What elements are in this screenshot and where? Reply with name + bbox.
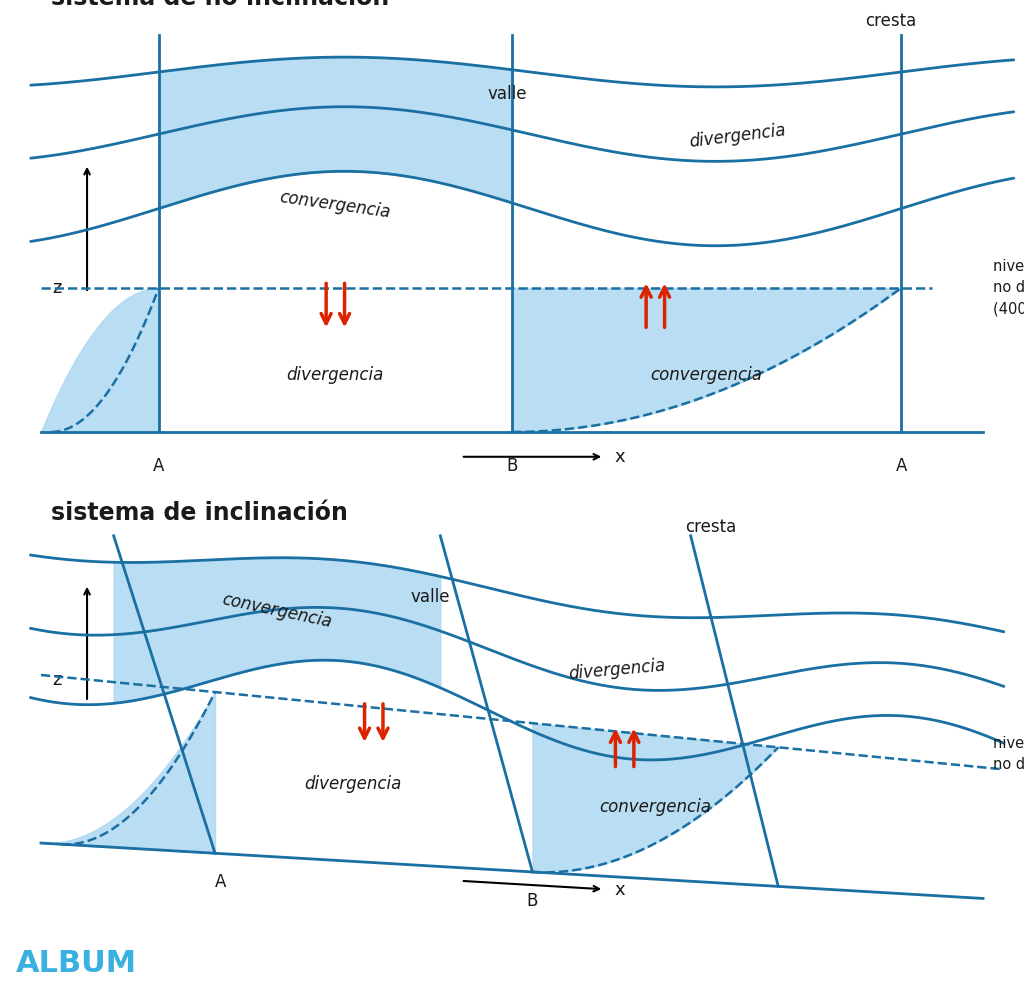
Text: convergencia: convergencia — [279, 188, 392, 221]
Text: divergencia: divergencia — [304, 775, 402, 792]
Text: B: B — [526, 892, 539, 910]
Text: cresta: cresta — [685, 517, 737, 536]
Text: divergencia: divergencia — [688, 121, 786, 151]
Text: divergencia: divergencia — [567, 656, 666, 683]
Text: convergencia: convergencia — [220, 591, 334, 632]
Text: ALBUM: ALBUM — [15, 948, 136, 978]
Text: z: z — [52, 671, 61, 689]
Text: x: x — [614, 448, 625, 466]
Text: valle: valle — [487, 84, 526, 102]
Text: www.album-online.com: www.album-online.com — [862, 971, 1009, 985]
Text: sistema de inclinación: sistema de inclinación — [51, 500, 348, 525]
Text: cresta: cresta — [865, 12, 916, 30]
Text: z: z — [52, 279, 61, 297]
Text: alb9568307: alb9568307 — [934, 947, 1009, 961]
Text: A: A — [895, 457, 907, 475]
Text: valle: valle — [411, 588, 450, 606]
Text: nivel de
no divergencia
(400-600 mbar): nivel de no divergencia (400-600 mbar) — [993, 259, 1024, 317]
Text: B: B — [506, 457, 518, 475]
Text: A: A — [214, 873, 226, 891]
Text: nivel de
no divergencia: nivel de no divergencia — [993, 736, 1024, 773]
Text: x: x — [614, 881, 625, 899]
Text: divergencia: divergencia — [287, 365, 384, 384]
Text: sistema de no inclinación: sistema de no inclinación — [51, 0, 389, 10]
Text: convergencia: convergencia — [599, 798, 712, 816]
Text: convergencia: convergencia — [650, 365, 763, 384]
Text: A: A — [153, 457, 165, 475]
